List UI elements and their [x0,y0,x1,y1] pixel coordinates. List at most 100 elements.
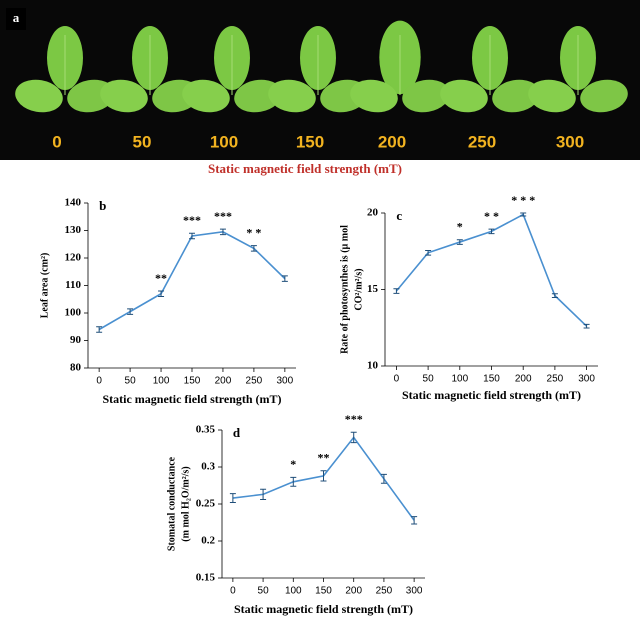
leaf [234,79,282,113]
x-tick-label: 150 [483,374,500,385]
x-tick-label: 200 [515,374,532,385]
y-tick-label: 0.2 [201,535,215,547]
photo-label: 300 [556,132,584,151]
y-tick-label: 0.25 [196,498,216,510]
x-tick-label: 250 [246,376,263,387]
x-tick-label: 50 [125,376,137,387]
leaves [15,20,628,113]
leaf [15,79,63,113]
y-axis-label: Rate of photosynthes is (µ mol [339,225,350,354]
error-bar [393,288,400,294]
leaf [402,79,450,113]
photo-label: 100 [210,132,238,151]
photo-label: 200 [378,132,406,151]
error-bar [411,516,418,525]
significance: * * * [511,193,535,207]
error-bar [425,249,432,256]
x-tick-label: 0 [394,374,400,385]
panel-label: a [13,10,20,25]
y-tick-label: 80 [70,362,82,374]
error-bar [551,293,558,298]
error-bar [488,228,495,235]
significance: * [290,457,296,471]
x-tick-label: 300 [578,374,595,385]
x-tick-label: 0 [96,376,102,387]
leaf [268,79,316,113]
panel-label: c [396,208,402,223]
x-tick-label: 100 [153,376,170,387]
leaf [528,79,576,113]
x-tick-label: 300 [406,586,423,597]
photo-label: 50 [133,132,152,151]
significance: * * [246,225,261,239]
error-bar [350,431,357,444]
error-bar [250,245,257,252]
y-axis-label: (m mol H₂O/m²/s) [180,466,191,541]
error-bar [127,308,134,315]
x-tick-label: 250 [547,374,564,385]
error-bar [290,476,297,487]
y-tick-label: 90 [70,334,82,346]
error-bar [158,290,165,297]
x-tick-label: 150 [315,586,332,597]
y-tick-label: 100 [65,307,82,319]
y-axis-label: Stomatal conductance [166,456,177,551]
significance: *** [345,412,363,426]
error-bar [456,239,463,245]
error-bar [229,493,236,504]
x-tick-label: 200 [215,376,232,387]
y-tick-label: 110 [65,279,81,291]
x-axis-label: Static magnetic field strength (mT) [102,392,281,406]
y-tick-label: 130 [65,224,82,236]
error-bar [320,470,327,482]
error-bar [380,473,387,484]
x-tick-label: 150 [184,376,201,387]
y-tick-label: 0.15 [196,572,216,584]
significance: ** [155,271,167,285]
significance: ** [318,450,330,464]
x-axis-label: Static magnetic field strength (mT) [402,388,581,402]
x-tick-label: 0 [230,586,236,597]
y-tick-label: 20 [367,207,379,219]
leaf [440,79,488,113]
panel-label-box [6,8,26,30]
x-axis-label: Static magnetic field strength (mT) [234,602,413,616]
y-axis-label: Leaf area (cm²) [39,253,50,319]
x-tick-label: 250 [376,586,393,597]
y-tick-label: 0.3 [201,461,215,473]
leaf [182,79,230,113]
error-bar [281,275,288,282]
x-tick-label: 50 [423,374,435,385]
error-bar [219,228,226,236]
x-tick-label: 300 [277,376,294,387]
significance: * * [484,209,499,223]
y-tick-label: 10 [367,360,379,372]
y-tick-label: 0.35 [196,424,216,436]
x-tick-label: 100 [285,586,302,597]
x-tick-label: 50 [258,586,270,597]
error-bar [96,326,103,333]
significance: * [457,220,463,234]
data-line [98,231,286,331]
significance: *** [214,209,232,223]
photo-label: 0 [52,132,61,151]
panel-label: d [233,425,241,440]
x-tick-label: 200 [345,586,362,597]
leaf [580,79,628,113]
caption: Static magnetic field strength (mT) [208,161,402,176]
photo-label: 250 [468,132,496,151]
photo-label: 150 [296,132,324,151]
y-tick-label: 15 [367,283,379,295]
error-bar [189,232,195,240]
panel-label: b [99,198,106,213]
leaf [350,79,398,113]
y-axis-label: CO²/m²/s) [353,268,364,310]
y-tick-label: 140 [65,197,82,209]
leaf [100,79,148,113]
significance: *** [183,213,201,227]
y-tick-label: 120 [65,252,82,264]
error-bar [260,488,267,501]
error-bar [520,212,527,217]
error-bar [583,323,590,329]
